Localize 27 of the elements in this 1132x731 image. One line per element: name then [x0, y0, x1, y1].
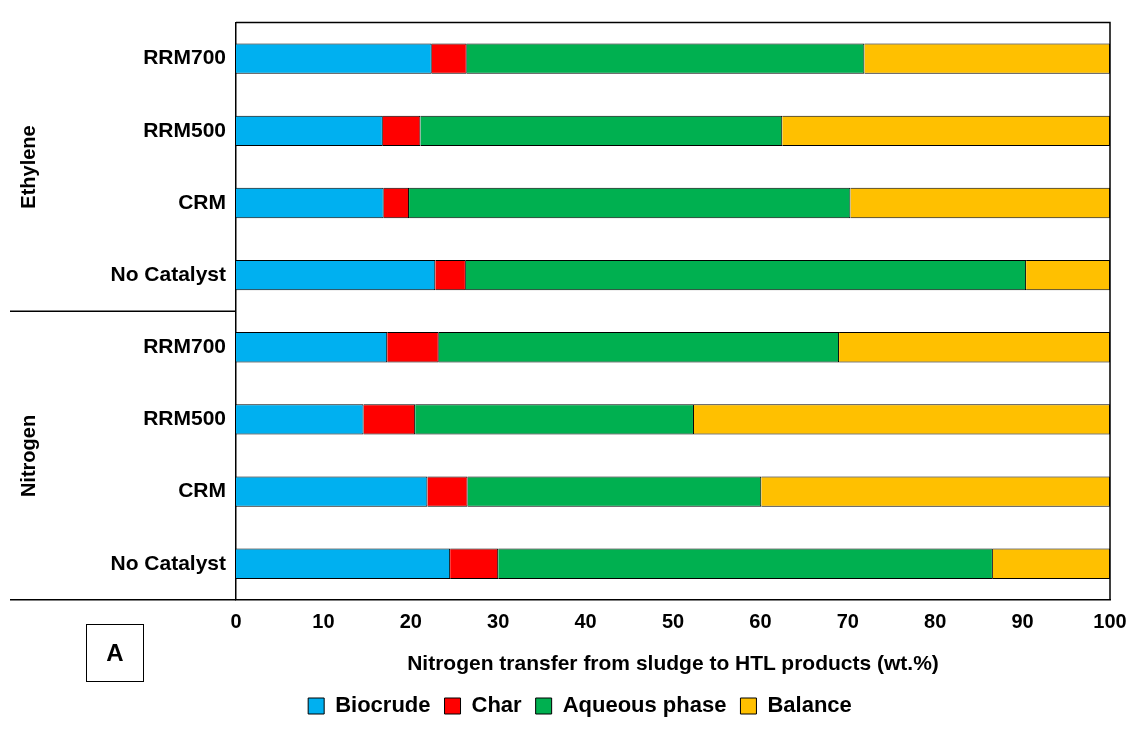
x-axis-title: Nitrogen transfer from sludge to HTL products (wt.%): [407, 651, 939, 675]
y-tick-label: RRM500: [143, 117, 226, 141]
x-tick-label: 0: [230, 610, 242, 633]
x-tick-label: 60: [749, 610, 772, 633]
x-tick-label: 80: [924, 610, 947, 633]
x-tick-label: 20: [399, 610, 422, 633]
legend-label: Char: [471, 692, 523, 718]
y-tick-label: RRM500: [143, 406, 226, 430]
legend-label: Balance: [767, 692, 852, 718]
x-tick-label: 40: [574, 610, 597, 633]
x-tick-label: 50: [661, 610, 685, 633]
y-tick-label: RRM700: [143, 45, 226, 69]
x-tick-label: 70: [836, 610, 859, 633]
x-tick-label: 100: [1093, 610, 1127, 633]
y-tick-label: CRM: [178, 478, 226, 502]
text: Nitrogen: [16, 414, 40, 497]
y-tick-label: CRM: [178, 189, 226, 213]
y-tick-label: RRM700: [143, 334, 226, 358]
legend-label: Aqueous phase: [562, 692, 727, 718]
text: Ethylene: [16, 125, 40, 209]
y-tick-label: No Catalyst: [110, 261, 227, 285]
x-tick-label: 30: [487, 610, 510, 633]
legend-label: Biocrude: [335, 692, 431, 718]
x-tick-label: 90: [1011, 610, 1034, 633]
x-tick-label: 10: [312, 610, 335, 633]
text: A: [86, 624, 144, 682]
y-tick-label: No Catalyst: [110, 550, 227, 574]
